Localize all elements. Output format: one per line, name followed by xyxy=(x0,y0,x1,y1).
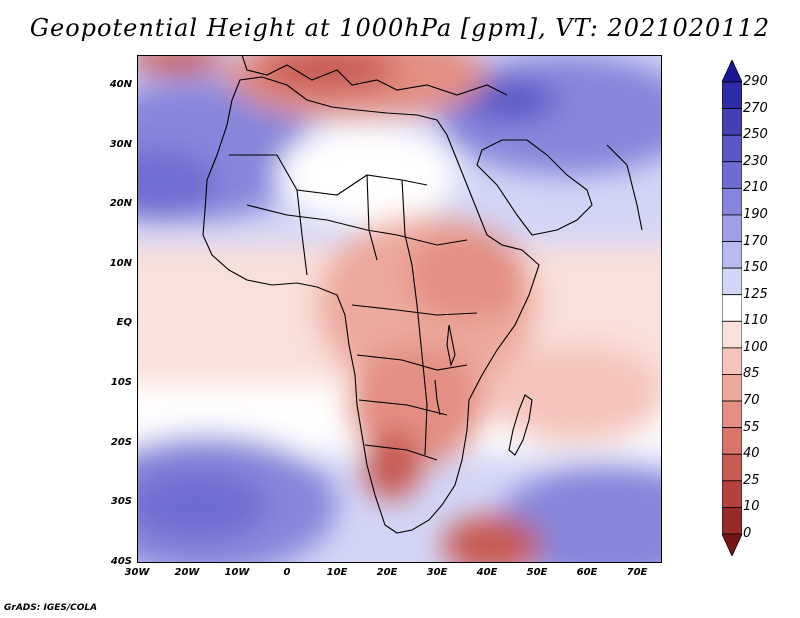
colorbar-swatch xyxy=(722,60,742,83)
colorbar-swatch xyxy=(722,400,742,429)
lon-label: 20E xyxy=(376,567,398,578)
colorbar-label: 10 xyxy=(743,499,760,515)
south-atlantic-high-core xyxy=(137,470,267,540)
colorbar-label: 125 xyxy=(743,286,768,302)
colorbar-swatch xyxy=(722,187,742,216)
lat-label: 30S xyxy=(110,496,132,508)
lon-label: 70E xyxy=(626,567,648,578)
lon-label: 30E xyxy=(426,567,448,578)
mideast-high-core xyxy=(457,80,557,120)
colorbar-label: 0 xyxy=(743,526,752,541)
colorbar-label: 85 xyxy=(743,366,760,382)
colorbar-swatch xyxy=(722,374,742,402)
kalahari-low xyxy=(362,430,422,500)
lon-label: 40E xyxy=(476,567,498,578)
colorbar xyxy=(722,60,742,556)
colorbar-swatch xyxy=(722,320,742,349)
colorbar-swatch xyxy=(722,214,742,242)
colorbar-swatch xyxy=(722,81,742,109)
colorbar-label: 170 xyxy=(743,233,768,249)
colorbar-label: 190 xyxy=(743,206,768,222)
lat-label: 40S xyxy=(110,555,132,567)
lat-label: 10S xyxy=(110,377,132,388)
colorbar-label: 55 xyxy=(743,419,760,435)
colorbar-swatch xyxy=(722,533,742,556)
colorbar-label: 290 xyxy=(743,74,768,89)
lat-label: 20N xyxy=(109,198,132,210)
colorbar-label: 270 xyxy=(743,100,768,116)
lat-label: 20S xyxy=(110,436,132,448)
coastlines xyxy=(202,55,643,534)
se-africa-low xyxy=(442,515,542,563)
map-plot xyxy=(137,55,662,563)
lat-label: EQ xyxy=(116,317,132,329)
lat-label: 10N xyxy=(109,257,132,269)
colorbar-label: 250 xyxy=(743,127,768,143)
colorbar-swatch xyxy=(722,294,742,322)
grads-credit: GrADS: IGES/COLA xyxy=(4,603,98,613)
lon-label: 10W xyxy=(224,567,250,578)
lat-label: 30N xyxy=(109,138,132,150)
lon-label: 50E xyxy=(526,567,548,578)
map-frame xyxy=(137,55,662,563)
colorbar-swatch xyxy=(722,241,742,269)
colorbar-swatch xyxy=(722,427,742,455)
colorbar-swatch xyxy=(722,108,742,136)
colorbar-label: 40 xyxy=(743,446,760,462)
colorbar-label: 25 xyxy=(743,472,760,488)
lon-label: 20W xyxy=(174,567,200,578)
colorbar-label: 150 xyxy=(743,260,768,276)
colorbar-label: 100 xyxy=(743,339,768,355)
colorbar-swatch xyxy=(722,480,742,508)
colorbar-swatch xyxy=(722,507,742,535)
colorbar-label: 210 xyxy=(743,180,768,196)
colorbar-swatch xyxy=(722,347,742,375)
east-africa-low xyxy=(407,230,527,320)
lon-label: 10E xyxy=(326,567,348,578)
colorbar-label: 70 xyxy=(743,393,760,409)
colorbar-swatch xyxy=(722,267,742,296)
colorbar-swatch xyxy=(722,134,742,163)
colorbar-swatch xyxy=(722,161,742,189)
atlantic-high-core xyxy=(137,150,217,220)
colorbar-label: 230 xyxy=(743,153,768,169)
lon-label: 0 xyxy=(283,567,291,578)
lon-label: 60E xyxy=(576,567,598,578)
colorbar-label: 110 xyxy=(743,313,768,329)
indian-ocean-low xyxy=(487,345,662,445)
nw-low xyxy=(137,55,227,75)
chart-title: Geopotential Height at 1000hPa [gpm], VT… xyxy=(29,14,771,42)
colorbar-swatch xyxy=(722,453,742,482)
lon-label: 30W xyxy=(124,567,150,578)
lat-label: 40N xyxy=(109,79,132,90)
